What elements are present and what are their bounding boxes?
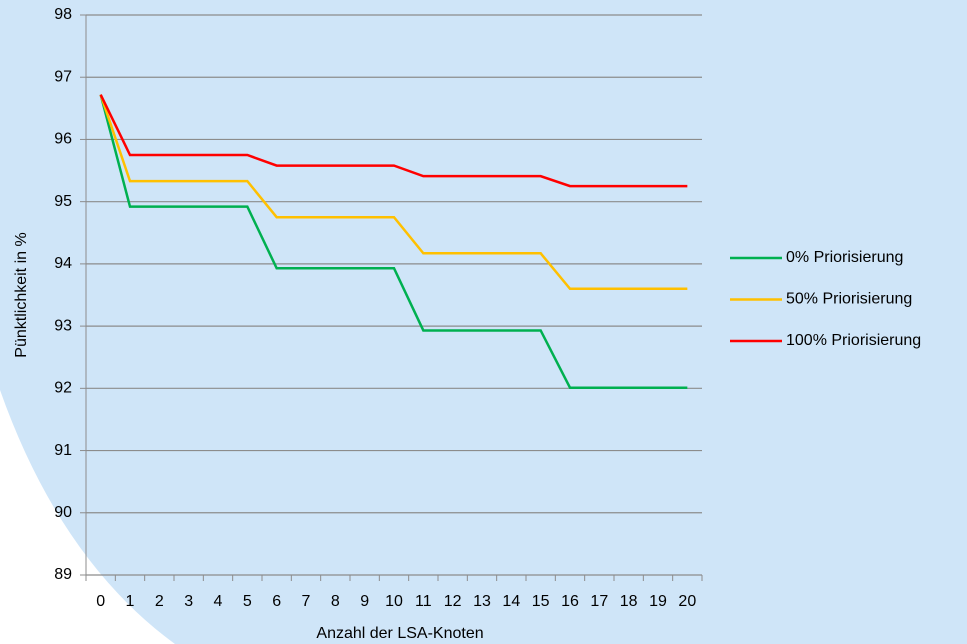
x-tick-label: 18 (620, 593, 638, 610)
x-tick-label: 19 (649, 593, 667, 610)
x-tick-label: 8 (331, 593, 340, 610)
x-tick-label: 2 (155, 593, 164, 610)
series-line (99, 94, 688, 389)
legend-label: 50% Priorisierung (786, 291, 912, 308)
x-tick-label: 15 (532, 593, 550, 610)
x-tick-label: 11 (415, 593, 432, 610)
x-tick-label: 4 (214, 593, 223, 610)
x-tick-label: 3 (184, 593, 193, 610)
x-tick-label: 9 (360, 593, 369, 610)
x-axis-label: Anzahl der LSA-Knoten (316, 625, 483, 642)
legend-label: 100% Priorisierung (786, 332, 921, 349)
x-tick-label: 14 (502, 593, 520, 610)
x-tick-label: 16 (561, 593, 579, 610)
y-tick-label: 93 (54, 317, 72, 334)
x-tick-label: 1 (126, 593, 135, 610)
y-tick-label: 92 (54, 380, 72, 397)
x-tick-label: 6 (272, 593, 281, 610)
x-tick-label: 13 (473, 593, 491, 610)
y-tick-label: 95 (54, 193, 72, 210)
x-tick-label: 20 (678, 593, 696, 610)
y-tick-label: 89 (54, 566, 72, 583)
y-tick-label: 91 (54, 442, 72, 459)
y-tick-label: 90 (54, 504, 72, 521)
background-curve (0, 390, 175, 644)
x-tick-label: 5 (243, 593, 252, 610)
series-line (99, 94, 688, 188)
y-tick-label: 96 (54, 131, 72, 148)
x-tick-label: 17 (590, 593, 608, 610)
x-tick-label: 7 (302, 593, 311, 610)
y-tick-label: 97 (54, 68, 72, 85)
x-tick-label: 10 (385, 593, 403, 610)
y-tick-label: 98 (54, 6, 72, 23)
series-line (99, 94, 688, 291)
x-tick-label: 0 (96, 593, 105, 610)
y-axis-label: Pünktlichkeit in % (13, 232, 30, 357)
legend-label: 0% Priorisierung (786, 249, 903, 266)
x-tick-label: 12 (444, 593, 462, 610)
y-tick-label: 94 (54, 255, 72, 272)
